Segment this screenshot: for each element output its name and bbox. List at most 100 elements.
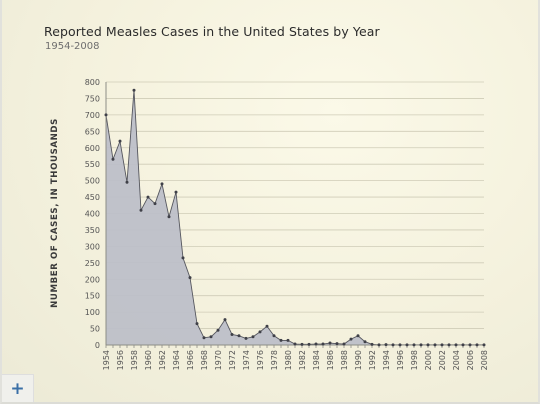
data-point [195, 322, 199, 326]
data-point [153, 202, 157, 206]
y-axis-label: NUMBER OF CASES, IN THOUSANDS [50, 118, 60, 308]
y-tick-labels: 0 50 100 150 200 250 300 350 400 450 500 550 600 650 7… [85, 78, 100, 350]
y-tick-label: 50 [90, 325, 100, 334]
data-point [258, 330, 262, 334]
data-point [405, 343, 409, 347]
data-point [300, 342, 304, 346]
y-tick-label: 800 [85, 78, 100, 87]
y-tick-label: 700 [85, 111, 100, 120]
data-point [286, 338, 290, 342]
y-tick-label: 500 [85, 177, 100, 186]
data-point [251, 335, 255, 339]
data-point [321, 342, 325, 346]
data-point [223, 318, 227, 322]
data-point [419, 343, 423, 347]
x-tick-label: 1974 [242, 350, 251, 370]
x-tick-label: 1992 [368, 350, 377, 370]
x-tick-label: 1954 [102, 350, 111, 370]
y-tick-label: 150 [85, 292, 100, 301]
area-fill [106, 90, 484, 345]
data-point [139, 208, 143, 212]
data-point [146, 195, 150, 199]
x-tick-label: 1986 [326, 350, 335, 370]
data-point [125, 180, 129, 184]
x-tick-label: 1994 [382, 350, 391, 370]
data-point [363, 340, 367, 344]
data-point [237, 334, 241, 338]
data-point [349, 337, 353, 341]
data-point [314, 342, 318, 346]
data-point [209, 335, 213, 339]
y-tick-label: 100 [85, 308, 100, 317]
x-tick-label: 2004 [452, 350, 461, 370]
data-point [454, 343, 458, 347]
y-tick-label: 250 [85, 259, 100, 268]
data-point [293, 342, 297, 346]
x-tick-label: 1960 [144, 350, 153, 370]
data-point [188, 276, 192, 280]
x-tick-label: 1980 [284, 350, 293, 370]
data-points [104, 88, 486, 347]
data-point [216, 328, 220, 332]
data-point [181, 256, 185, 260]
x-tick-labels: 1954 1956 1958 1960 1962 1964 1966 1968 1970 1972… [102, 350, 489, 370]
y-tick-label: 600 [85, 144, 100, 153]
y-tick-label: 0 [95, 341, 100, 350]
y-tick-label: 350 [85, 226, 100, 235]
data-point [468, 343, 472, 347]
data-point [433, 343, 437, 347]
y-tick-label: 750 [85, 94, 100, 103]
add-button[interactable]: + [2, 374, 34, 402]
data-point [384, 343, 388, 347]
data-point [475, 343, 479, 347]
data-point [447, 343, 451, 347]
data-point [118, 139, 122, 143]
y-tick-label: 550 [85, 160, 100, 169]
data-point [342, 342, 346, 346]
data-point [412, 343, 416, 347]
y-tick-label: 450 [85, 193, 100, 202]
x-tick-label: 1978 [270, 350, 279, 370]
x-tick-label: 2002 [438, 350, 447, 370]
data-point [377, 343, 381, 347]
data-point [104, 113, 108, 117]
chart-title: Reported Measles Cases in the United Sta… [44, 24, 380, 39]
x-tick-label: 1972 [228, 350, 237, 370]
x-tick-label: 1964 [172, 350, 181, 370]
y-tick-label: 400 [85, 210, 100, 219]
data-point [244, 336, 248, 340]
data-point [461, 343, 465, 347]
data-point [440, 343, 444, 347]
data-point [272, 334, 276, 338]
data-point [265, 324, 269, 328]
data-point [398, 343, 402, 347]
data-point [174, 190, 178, 194]
x-tick-label: 2006 [466, 350, 475, 370]
y-tick-label: 650 [85, 127, 100, 136]
x-tick-label: 1956 [116, 350, 125, 370]
x-tick-label: 1962 [158, 350, 167, 370]
x-tick-label: 1996 [396, 350, 405, 370]
x-tick-label: 1990 [354, 350, 363, 370]
data-point [167, 215, 171, 219]
x-tick-label: 1968 [200, 350, 209, 370]
x-tick-label: 1966 [186, 350, 195, 370]
data-point [111, 157, 115, 161]
data-area [105, 90, 484, 346]
data-point [160, 182, 164, 186]
data-point [279, 338, 283, 342]
data-point [482, 343, 486, 347]
data-point [307, 342, 311, 346]
data-point [335, 342, 339, 346]
data-point [426, 343, 430, 347]
x-tick-label: 1988 [340, 350, 349, 370]
data-point [202, 336, 206, 340]
x-tick-label: 1958 [130, 350, 139, 370]
y-tick-label: 300 [85, 242, 100, 251]
x-tick-label: 1970 [214, 350, 223, 370]
x-tick-label: 2008 [480, 350, 489, 370]
x-tick-label: 2000 [424, 350, 433, 370]
data-point [356, 334, 360, 338]
